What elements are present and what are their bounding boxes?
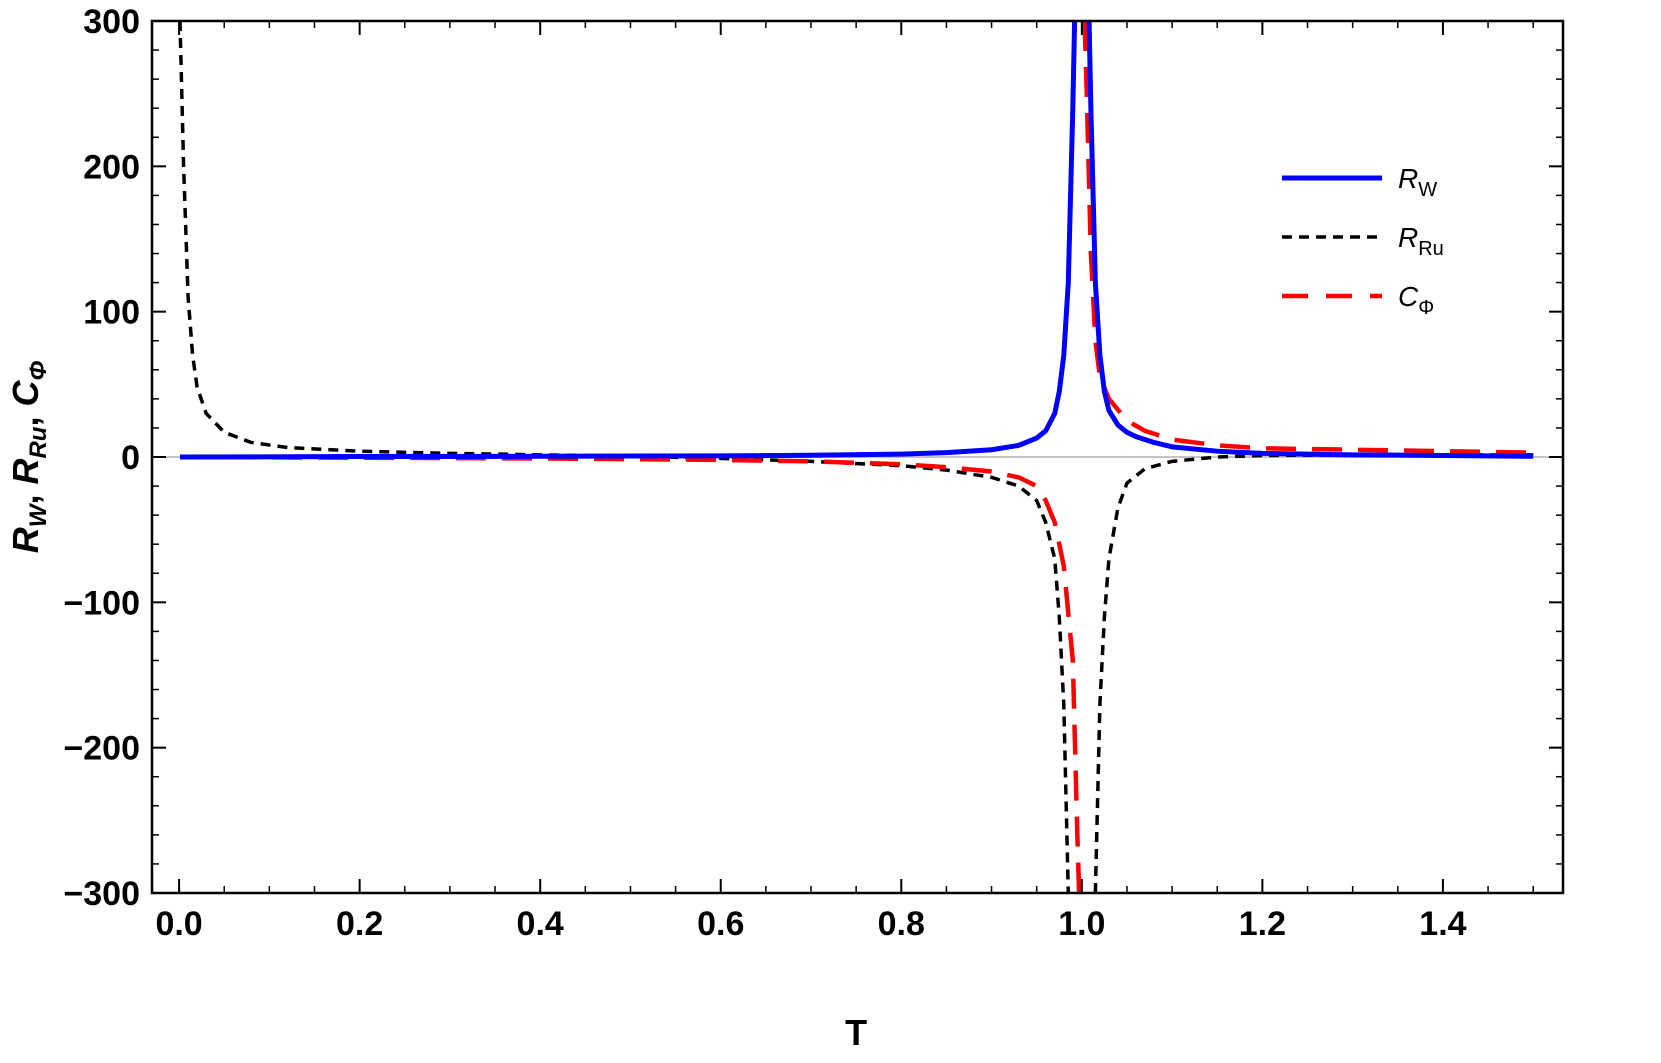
series-line-r-w-right: [1086, 21, 1534, 459]
legend-label: RW: [1398, 163, 1437, 201]
y-tick-label: −300: [63, 875, 140, 913]
y-axis-title: RW​, RRu​, CΦ​: [5, 361, 52, 554]
x-axis-title: T: [845, 1012, 867, 1053]
series-line-c-φ-right: [1082, 21, 1534, 455]
x-tick-label: 0.6: [697, 905, 744, 943]
x-tick-label: 1.4: [1419, 905, 1466, 943]
x-tick-label: 0.4: [517, 905, 564, 943]
series-line-r-ru-left: [178, 21, 1071, 893]
y-tick-label: 100: [83, 294, 140, 332]
x-tick-label: 0.2: [336, 905, 383, 943]
x-tick-label: 1.0: [1058, 905, 1105, 943]
y-tick-label: −200: [63, 730, 140, 768]
legend: RW RRu CΦ: [1282, 163, 1444, 319]
legend-label: CΦ: [1398, 281, 1434, 319]
series-line-r-w-left: [179, 21, 1078, 460]
series-line-r-ru-right: [1093, 453, 1534, 893]
x-tick-label: 1.2: [1239, 905, 1286, 943]
y-tick-label: 300: [83, 3, 140, 41]
x-tick-label: 0.0: [155, 905, 202, 943]
axis-tick-labels: 0.0 0.2 0.4 0.6 0.8 1.0 1.2 1.4 300 200 100 0 −100 −2…: [63, 3, 1466, 943]
y-tick-label: 200: [83, 148, 140, 186]
y-tick-label: −100: [63, 584, 140, 622]
axis-ticks: [152, 20, 1563, 894]
y-tick-label: 0: [121, 439, 140, 477]
legend-label: RRu: [1398, 222, 1444, 260]
series-line-c-φ-left: [179, 454, 1082, 893]
x-tick-label: 0.8: [878, 905, 925, 943]
